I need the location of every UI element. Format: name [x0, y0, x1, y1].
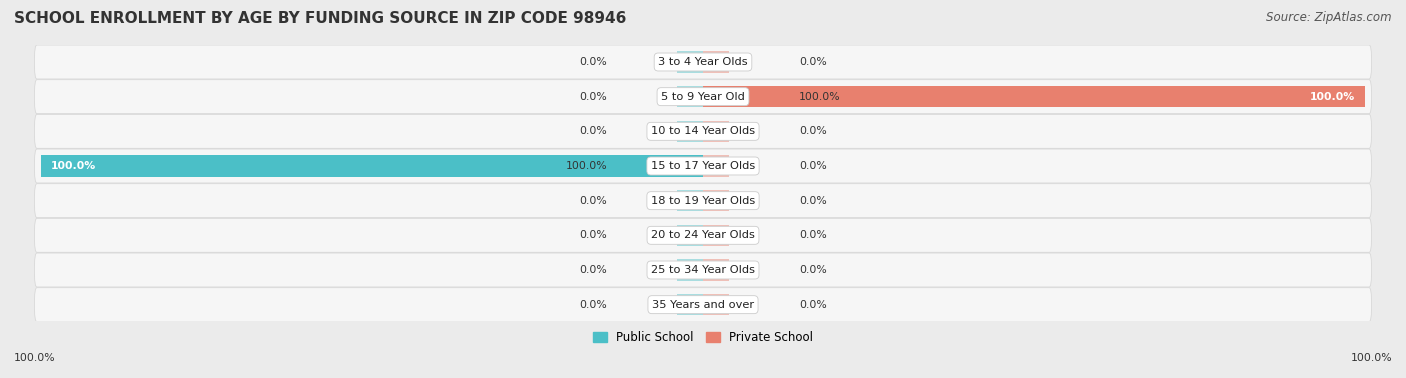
Text: 35 Years and over: 35 Years and over — [652, 300, 754, 310]
FancyBboxPatch shape — [35, 80, 1371, 114]
Bar — [41, 155, 703, 177]
Text: Source: ZipAtlas.com: Source: ZipAtlas.com — [1267, 11, 1392, 24]
Text: 0.0%: 0.0% — [579, 92, 607, 102]
FancyBboxPatch shape — [35, 288, 1371, 322]
Text: SCHOOL ENROLLMENT BY AGE BY FUNDING SOURCE IN ZIP CODE 98946: SCHOOL ENROLLMENT BY AGE BY FUNDING SOUR… — [14, 11, 627, 26]
Text: 100.0%: 100.0% — [14, 353, 56, 363]
Bar — [676, 121, 703, 142]
Text: 100.0%: 100.0% — [799, 92, 841, 102]
Text: 20 to 24 Year Olds: 20 to 24 Year Olds — [651, 230, 755, 240]
Text: 0.0%: 0.0% — [799, 265, 827, 275]
Text: 5 to 9 Year Old: 5 to 9 Year Old — [661, 92, 745, 102]
Text: 0.0%: 0.0% — [579, 196, 607, 206]
Bar — [676, 294, 703, 315]
Bar — [676, 190, 703, 211]
FancyBboxPatch shape — [35, 149, 1371, 183]
FancyBboxPatch shape — [35, 115, 1371, 148]
Bar — [703, 259, 730, 281]
Text: 0.0%: 0.0% — [799, 161, 827, 171]
Bar — [703, 155, 730, 177]
Bar — [676, 51, 703, 73]
Text: 25 to 34 Year Olds: 25 to 34 Year Olds — [651, 265, 755, 275]
FancyBboxPatch shape — [35, 218, 1371, 253]
Text: 100.0%: 100.0% — [565, 161, 607, 171]
FancyBboxPatch shape — [35, 184, 1371, 218]
Text: 0.0%: 0.0% — [799, 230, 827, 240]
Text: 0.0%: 0.0% — [799, 126, 827, 136]
Text: 0.0%: 0.0% — [579, 265, 607, 275]
Text: 0.0%: 0.0% — [579, 230, 607, 240]
Text: 0.0%: 0.0% — [579, 57, 607, 67]
Text: 100.0%: 100.0% — [1309, 92, 1355, 102]
Bar — [703, 51, 730, 73]
Text: 100.0%: 100.0% — [1350, 353, 1392, 363]
Bar — [676, 259, 703, 281]
FancyBboxPatch shape — [35, 45, 1371, 79]
Text: 0.0%: 0.0% — [799, 300, 827, 310]
Text: 10 to 14 Year Olds: 10 to 14 Year Olds — [651, 126, 755, 136]
Legend: Public School, Private School: Public School, Private School — [588, 326, 818, 349]
Bar — [676, 86, 703, 107]
Text: 0.0%: 0.0% — [799, 196, 827, 206]
Text: 3 to 4 Year Olds: 3 to 4 Year Olds — [658, 57, 748, 67]
Text: 100.0%: 100.0% — [51, 161, 97, 171]
Text: 0.0%: 0.0% — [579, 300, 607, 310]
Bar — [703, 86, 1365, 107]
Bar — [703, 190, 730, 211]
Bar — [703, 225, 730, 246]
Bar — [676, 225, 703, 246]
Text: 0.0%: 0.0% — [799, 57, 827, 67]
Bar — [703, 294, 730, 315]
Text: 0.0%: 0.0% — [579, 126, 607, 136]
FancyBboxPatch shape — [35, 253, 1371, 287]
Text: 18 to 19 Year Olds: 18 to 19 Year Olds — [651, 196, 755, 206]
Text: 15 to 17 Year Olds: 15 to 17 Year Olds — [651, 161, 755, 171]
Bar — [703, 121, 730, 142]
